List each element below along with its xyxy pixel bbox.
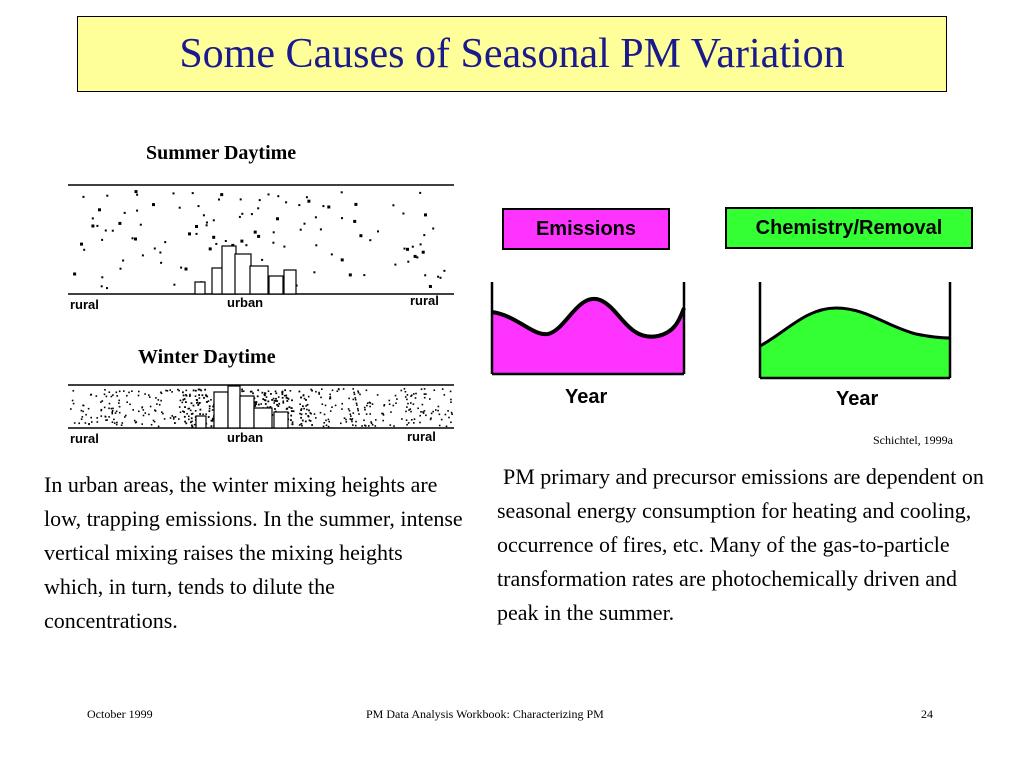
emissions-label: Emissions xyxy=(535,217,637,240)
winter-mixing-diagram: rural urban rural xyxy=(68,384,454,446)
emissions-label-box: Emissions xyxy=(502,208,670,250)
footer-date: October 1999 xyxy=(87,707,153,721)
right-paragraph: PM primary and precursor emissions are d… xyxy=(497,464,984,625)
page-number: 24 xyxy=(921,707,933,721)
winter-rural-left: rural xyxy=(70,431,99,446)
winter-urban: urban xyxy=(227,430,263,445)
summer-mixing-diagram: rural urban rural xyxy=(68,184,454,312)
chemistry-year-label: Year xyxy=(836,388,879,410)
emissions-seasonal-curve xyxy=(490,282,686,376)
chemistry-seasonal-curve xyxy=(758,282,952,380)
winter-label: Winter Daytime xyxy=(138,346,276,368)
emissions-year-label: Year xyxy=(565,386,608,408)
summer-label: Summer Daytime xyxy=(146,142,297,164)
slide-title: Some Causes of Seasonal PM Variation xyxy=(179,31,845,77)
title-box: Some Causes of Seasonal PM Variation xyxy=(77,16,947,92)
chemistry-label: Chemistry/Removal xyxy=(755,216,943,239)
summer-rural-right: rural xyxy=(410,293,439,308)
summer-rural-left: rural xyxy=(70,297,99,312)
winter-rural-right: rural xyxy=(407,429,436,444)
left-paragraph: In urban areas, the winter mixing height… xyxy=(44,472,463,633)
chemistry-label-box: Chemistry/Removal xyxy=(725,207,973,249)
footer-title: PM Data Analysis Workbook: Characterizin… xyxy=(366,707,604,721)
summer-urban: urban xyxy=(227,295,263,310)
citation: Schichtel, 1999a xyxy=(873,433,953,447)
